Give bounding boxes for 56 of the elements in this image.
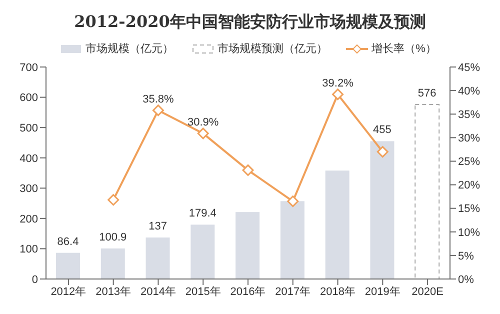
y2-tick-label: 25% (458, 156, 480, 168)
point (376, 146, 388, 158)
chart-title: 2012-2020年中国智能安防行业市场规模及预测 (73, 11, 427, 33)
y-tick-label: 700 (20, 62, 38, 74)
y2-tick-label: 0% (458, 274, 474, 286)
y-tick-label: 500 (20, 122, 38, 134)
legend-label: 市场规模（亿元） (86, 42, 174, 56)
y2-tick-label: 35% (458, 109, 480, 122)
bar (56, 252, 80, 279)
bar (190, 224, 215, 279)
point (242, 164, 254, 176)
y-tick-label: 0 (32, 274, 38, 286)
data-label: 86.4 (57, 236, 79, 248)
x-tick-label: 2012年 (50, 286, 86, 298)
point (332, 88, 344, 100)
y2-tick-label: 40% (458, 85, 480, 98)
y2-tick-label: 10% (458, 226, 480, 239)
x-tick-label: 2014年 (140, 286, 176, 298)
data-label: 30.9% (188, 116, 219, 128)
y2-tick-label: 30% (458, 132, 480, 145)
data-label: 39.2% (322, 77, 354, 90)
x-tick-label: 2015年 (185, 286, 221, 298)
y-tick-label: 300 (20, 183, 38, 196)
y-tick-label: 400 (20, 152, 38, 165)
bar (236, 212, 260, 279)
legend-label: 增长率（%） (372, 42, 436, 56)
x-tick-label: 2020E (412, 286, 444, 298)
bar (325, 170, 350, 279)
data-label: 455 (373, 124, 392, 136)
legend-label: 市场规模预测（亿元） (218, 42, 328, 56)
x-tick-label: 2017年 (275, 286, 311, 298)
y-tick-label: 200 (20, 213, 38, 226)
point (197, 128, 209, 140)
bar (146, 238, 170, 279)
data-label: 576 (418, 88, 436, 100)
bar (100, 248, 125, 279)
y-tick-label: 600 (20, 92, 38, 104)
y-tick-label: 100 (20, 244, 38, 256)
x-tick-label: 2013年 (96, 286, 132, 298)
y2-tick-label: 45% (458, 62, 480, 74)
x-tick-label: 2018年 (320, 286, 356, 298)
data-label: 179.4 (188, 208, 216, 220)
y2-tick-label: 20% (458, 180, 480, 192)
x-tick-label: 2016年 (230, 286, 266, 298)
point (287, 196, 299, 208)
data-label: 35.8% (142, 93, 174, 106)
x-tick-label: 2019年 (364, 286, 400, 298)
point (108, 194, 120, 206)
bar (370, 141, 394, 279)
y2-tick-label: 15% (458, 203, 480, 216)
bar (414, 104, 440, 279)
data-label: 137 (148, 220, 167, 233)
bar (280, 201, 304, 279)
y2-tick-label: 5% (458, 250, 474, 262)
point (152, 104, 164, 116)
data-label: 100.9 (99, 231, 127, 244)
